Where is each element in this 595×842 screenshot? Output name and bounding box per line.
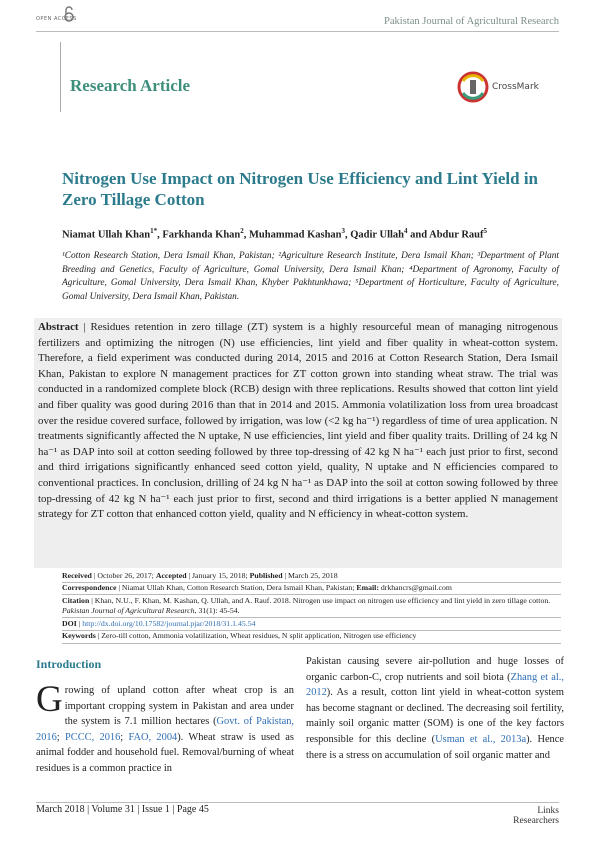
text: | Khan, N.U., F. Khan, M. Kashan, Q. Ull… — [89, 595, 551, 605]
crossmark-icon[interactable] — [455, 70, 495, 106]
text: ). Wheat straw is used as animal fodder … — [36, 731, 294, 774]
bold-label: Published — [249, 570, 283, 580]
text: | — [76, 618, 83, 628]
bold-label: Abstract — [38, 321, 79, 333]
text: drkhancrs@gmail.com — [378, 583, 452, 593]
text: , Qadir Ullah — [345, 229, 405, 241]
bold-label: DOI — [62, 618, 77, 628]
meta-row: Keywords | Zero-till cotton, Ammonia vol… — [62, 631, 561, 644]
superscript: 3 — [341, 227, 346, 235]
text: , Farkhanda Khan — [157, 229, 241, 241]
meta-row: Correspondence | Niamat Ullah Khan, Cott… — [62, 583, 561, 596]
publisher-line: Links — [537, 806, 559, 816]
meta-row: Citation | Khan, N.U., F. Khan, M. Kasha… — [62, 595, 561, 619]
superscript: 2 — [240, 227, 244, 235]
text: rowing of upland cotton after wheat crop… — [64, 685, 294, 728]
publisher-line: Researchers — [513, 816, 559, 826]
superscript: 4 — [404, 227, 408, 235]
meta-row: DOI | http://dx.doi.org/10.17582/journal… — [62, 618, 561, 631]
open-access-icon — [64, 6, 74, 22]
text: ; — [120, 731, 129, 743]
citation[interactable]: Zhang et al., 2012 — [306, 671, 564, 699]
text: ). Hence there is a stress on accumulati… — [306, 733, 564, 761]
drop-cap: G — [36, 679, 63, 720]
superscript: 5 — [483, 227, 488, 235]
publisher-logo: Links Researchers — [513, 806, 559, 826]
text: and Abdur Rauf — [407, 229, 484, 241]
meta-row: Received | October 26, 2017; Accepted | … — [62, 570, 561, 583]
bold-label: Received — [62, 570, 92, 580]
article-type: Research Article — [70, 76, 191, 95]
bold-label: Citation — [62, 595, 90, 605]
citation[interactable]: FAO, 2004 — [128, 731, 178, 743]
bold-label: Correspondence — [62, 583, 117, 593]
text: | Residues retention in zero tillage (ZT… — [38, 321, 558, 521]
text: | Zero-till cotton, Ammonia volatilizati… — [95, 631, 417, 641]
citation[interactable]: PCCC, 2016 — [65, 731, 121, 743]
text: Pakistan causing severe air-pollution an… — [306, 656, 564, 683]
italic-text: Pakistan Journal of Agricultural Researc… — [62, 606, 195, 616]
bold-label: Keywords — [62, 631, 96, 641]
text: | January 15, 2018; — [186, 570, 250, 580]
rule — [60, 42, 61, 112]
rule — [36, 31, 559, 32]
authors: Niamat Ullah Khan1*, Farkhanda Khan2, Mu… — [62, 227, 559, 241]
body-column: Pakistan causing severe air-pollution an… — [306, 654, 564, 763]
text: ). As a result, cotton lint yield in whe… — [306, 687, 564, 745]
section-heading: Introduction — [36, 657, 102, 671]
link[interactable]: http://dx.doi.org/10.17582/journal.pjar/… — [82, 618, 256, 628]
text: | March 25, 2018 — [282, 570, 338, 580]
text: ; — [56, 731, 65, 743]
citation[interactable]: Govt. of Pakistan, 2016 — [36, 716, 294, 743]
open-access: OPEN ACCESS — [36, 16, 77, 22]
text: | Niamat Ullah Khan, Cotton Research Sta… — [116, 583, 357, 593]
article-title: Nitrogen Use Impact on Nitrogen Use Effi… — [62, 169, 538, 209]
text: Niamat Ullah Khan — [62, 229, 151, 241]
issue-info: March 2018 | Volume 31 | Issue 1 | Page … — [36, 804, 209, 815]
text: | October 26, 2017; — [91, 570, 156, 580]
text: , 31(1): 45-54. — [194, 606, 240, 616]
rule — [36, 802, 559, 803]
citation[interactable]: Usman et al., 2013a — [435, 733, 527, 745]
text: , Muhammad Kashan — [243, 229, 342, 241]
superscript: 1* — [150, 227, 158, 235]
journal-name: Pakistan Journal of Agricultural Researc… — [384, 16, 559, 27]
crossmark[interactable]: CrossMark — [492, 82, 539, 92]
abstract: Abstract | Residues retention in zero ti… — [34, 318, 562, 568]
article-meta: Received | October 26, 2017; Accepted | … — [62, 570, 561, 644]
affiliations: ¹Cotton Research Station, Dera Ismail Kh… — [62, 251, 559, 302]
bold-label: Accepted — [155, 570, 187, 580]
bold-label: Email: — [356, 583, 379, 593]
